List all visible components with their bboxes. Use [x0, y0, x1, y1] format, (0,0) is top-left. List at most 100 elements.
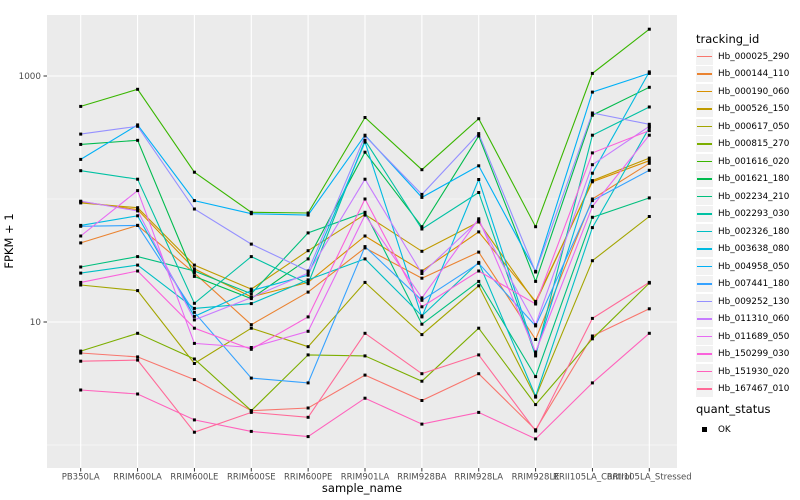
data-point [136, 177, 140, 181]
data-point [420, 322, 424, 326]
legend-item-Hb_000815_270: Hb_000815_270 [696, 136, 789, 154]
legend-key-line [697, 370, 712, 373]
data-point [534, 302, 538, 306]
data-point [79, 265, 83, 269]
data-point [477, 250, 481, 254]
data-point [647, 168, 651, 172]
data-point [192, 357, 196, 361]
data-point [136, 392, 140, 396]
data-point [363, 331, 367, 335]
data-point [306, 406, 310, 410]
x-tick-label-RRIM600SE: RRIM600SE [227, 473, 276, 483]
legend-item-Hb_002234_210: Hb_002234_210 [696, 188, 789, 206]
data-point [136, 263, 140, 267]
data-point [363, 234, 367, 238]
data-point [136, 209, 140, 213]
data-point [249, 289, 253, 293]
data-point [477, 410, 481, 414]
data-point [249, 326, 253, 330]
data-point [420, 372, 424, 376]
data-point [590, 199, 594, 203]
data-point [477, 134, 481, 138]
data-point [79, 104, 83, 108]
legend-key-Hb_000190_060 [696, 83, 713, 100]
data-point [306, 213, 310, 217]
data-point [136, 355, 140, 359]
data-point [477, 217, 481, 221]
legend-key-Hb_000025_290 [696, 48, 713, 65]
data-point [534, 394, 538, 398]
data-point [534, 323, 538, 327]
data-point [79, 201, 83, 205]
data-point [249, 296, 253, 300]
legend-key-line [697, 283, 712, 285]
legend-tracking-items: Hb_000025_290 Hb_000144_110 Hb_000190_060 H… [696, 48, 789, 398]
legend-item-label: Hb_001621_180 [718, 174, 790, 185]
data-point [534, 354, 538, 358]
legend-item-Hb_167467_010: Hb_167467_010 [696, 381, 789, 399]
legend-key-line [697, 265, 712, 268]
data-point [363, 116, 367, 119]
legend-item-Hb_002293_030: Hb_002293_030 [696, 206, 789, 224]
data-point [306, 315, 310, 319]
legend-key-Hb_000526_150 [696, 101, 713, 118]
data-point [192, 199, 196, 203]
data-point [590, 381, 594, 385]
legend-item-Hb_004958_050: Hb_004958_050 [696, 258, 789, 276]
legend-item-Hb_009252_130: Hb_009252_130 [696, 293, 789, 311]
legend-item-label: Hb_004958_050 [718, 261, 790, 272]
data-point [249, 347, 253, 351]
data-point [647, 331, 651, 335]
data-point [306, 211, 310, 215]
data-point [79, 132, 83, 136]
data-point [136, 255, 140, 259]
data-point [477, 326, 481, 330]
data-point [590, 204, 594, 208]
legend-key-line [697, 335, 712, 338]
data-point [590, 197, 594, 201]
data-point [420, 296, 424, 300]
data-point [590, 226, 594, 230]
legend-item-label: Hb_009252_130 [718, 296, 790, 307]
legend-item-label: Hb_151930_020 [718, 366, 790, 377]
data-point [79, 241, 83, 245]
data-point [534, 429, 538, 433]
data-point [477, 164, 481, 168]
data-point [79, 388, 83, 392]
data-point [249, 323, 253, 327]
data-point [420, 333, 424, 337]
legend-key-Hb_003638_080 [696, 241, 713, 258]
data-point [590, 171, 594, 175]
data-point [79, 157, 83, 161]
legend-key-line [697, 213, 712, 215]
data-point [79, 283, 83, 287]
legend-item-label: Hb_000815_270 [718, 139, 790, 150]
data-point [363, 140, 367, 144]
data-point [79, 359, 83, 363]
data-point [420, 305, 424, 309]
legend-key-Hb_167467_010 [696, 381, 713, 398]
legend-item-Hb_002326_180: Hb_002326_180 [696, 223, 789, 241]
data-point [306, 271, 310, 275]
data-point [306, 257, 310, 261]
data-point [249, 242, 253, 246]
data-point [477, 191, 481, 194]
legend-key-line [697, 73, 712, 75]
legend-item-label: OK [718, 424, 731, 435]
data-point [192, 267, 196, 271]
data-point [192, 170, 196, 174]
data-point [249, 376, 253, 380]
data-point [420, 269, 424, 273]
data-point [249, 409, 253, 413]
legend-item-Hb_000190_060: Hb_000190_060 [696, 83, 789, 101]
legend-key-line [697, 248, 712, 250]
data-point [477, 279, 481, 283]
legend-key-line [697, 55, 712, 58]
data-point [192, 378, 196, 382]
data-point [136, 138, 140, 142]
legend-key-line [697, 195, 712, 198]
data-point [136, 189, 140, 193]
legend-key-Hb_000144_110 [696, 66, 713, 83]
data-point [534, 225, 538, 229]
